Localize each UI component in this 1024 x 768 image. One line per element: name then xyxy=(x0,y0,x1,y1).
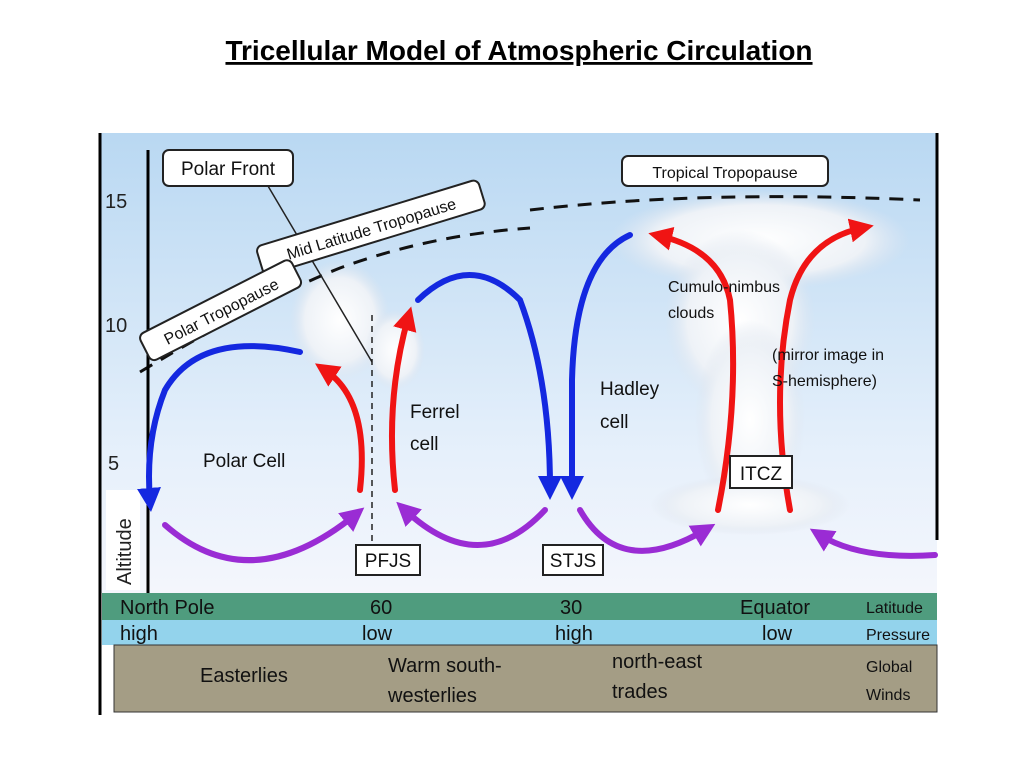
altitude-tick: 5 xyxy=(108,453,119,475)
stjs-label: STJS xyxy=(550,551,596,572)
winds-label: Global xyxy=(866,659,912,676)
altitude-tick: 15 xyxy=(105,191,127,213)
itcz-label: ITCZ xyxy=(740,464,783,485)
clouds-label: Cumulo-nimbus xyxy=(668,279,780,296)
clouds xyxy=(290,190,910,535)
pressure-label: Pressure xyxy=(866,627,930,644)
latitude-label: Latitude xyxy=(866,600,923,617)
label-box xyxy=(621,155,829,187)
winds-label: westerlies xyxy=(387,685,477,707)
label-box xyxy=(542,544,604,576)
pfjs-label: PFJS xyxy=(365,551,411,572)
latitude-label: Equator xyxy=(740,597,810,619)
winds-label: Warm south- xyxy=(388,655,502,677)
label-box xyxy=(729,455,793,489)
winds-label: north-east xyxy=(612,651,702,673)
label-box xyxy=(139,259,303,362)
pressure-label: low xyxy=(762,623,793,645)
hadley-label: Hadley xyxy=(600,379,660,400)
pressure-label: high xyxy=(120,623,158,645)
winds-label: Winds xyxy=(866,687,910,704)
ferrel-label: cell xyxy=(410,434,439,455)
hadley-label: cell xyxy=(600,412,629,433)
winds-label: Easterlies xyxy=(200,665,288,687)
altitude-tick: 10 xyxy=(105,315,127,337)
mirror-label: S-hemisphere) xyxy=(772,373,877,390)
ferrel-label: Ferrel xyxy=(410,402,460,423)
latitude-label: 60 xyxy=(370,597,392,619)
latitude-band xyxy=(102,593,937,620)
altitude-label: Altitude xyxy=(114,518,136,585)
latitude-label: 30 xyxy=(560,597,582,619)
axis-label-bg xyxy=(106,490,140,590)
clouds-label: clouds xyxy=(668,305,714,322)
latitude-label: North Pole xyxy=(120,597,215,619)
label-box xyxy=(355,544,421,576)
polar-front-pointer xyxy=(267,185,373,363)
label-box xyxy=(256,179,486,276)
pressure-label: high xyxy=(555,623,593,645)
polar-front-label: Polar Front xyxy=(181,159,276,180)
polar-cell-label: Polar Cell xyxy=(203,451,285,472)
pressure-label: low xyxy=(362,623,393,645)
winds-label: trades xyxy=(612,681,668,703)
circulation-arrows xyxy=(137,218,938,563)
pressure-band xyxy=(102,620,937,645)
tropical-tropopause-label: Tropical Tropopause xyxy=(652,165,797,182)
winds-band xyxy=(113,644,938,713)
label-box xyxy=(162,149,294,187)
title: Tricellular Model of Atmospheric Circula… xyxy=(225,35,812,66)
mirror-label: (mirror image in xyxy=(772,347,884,364)
